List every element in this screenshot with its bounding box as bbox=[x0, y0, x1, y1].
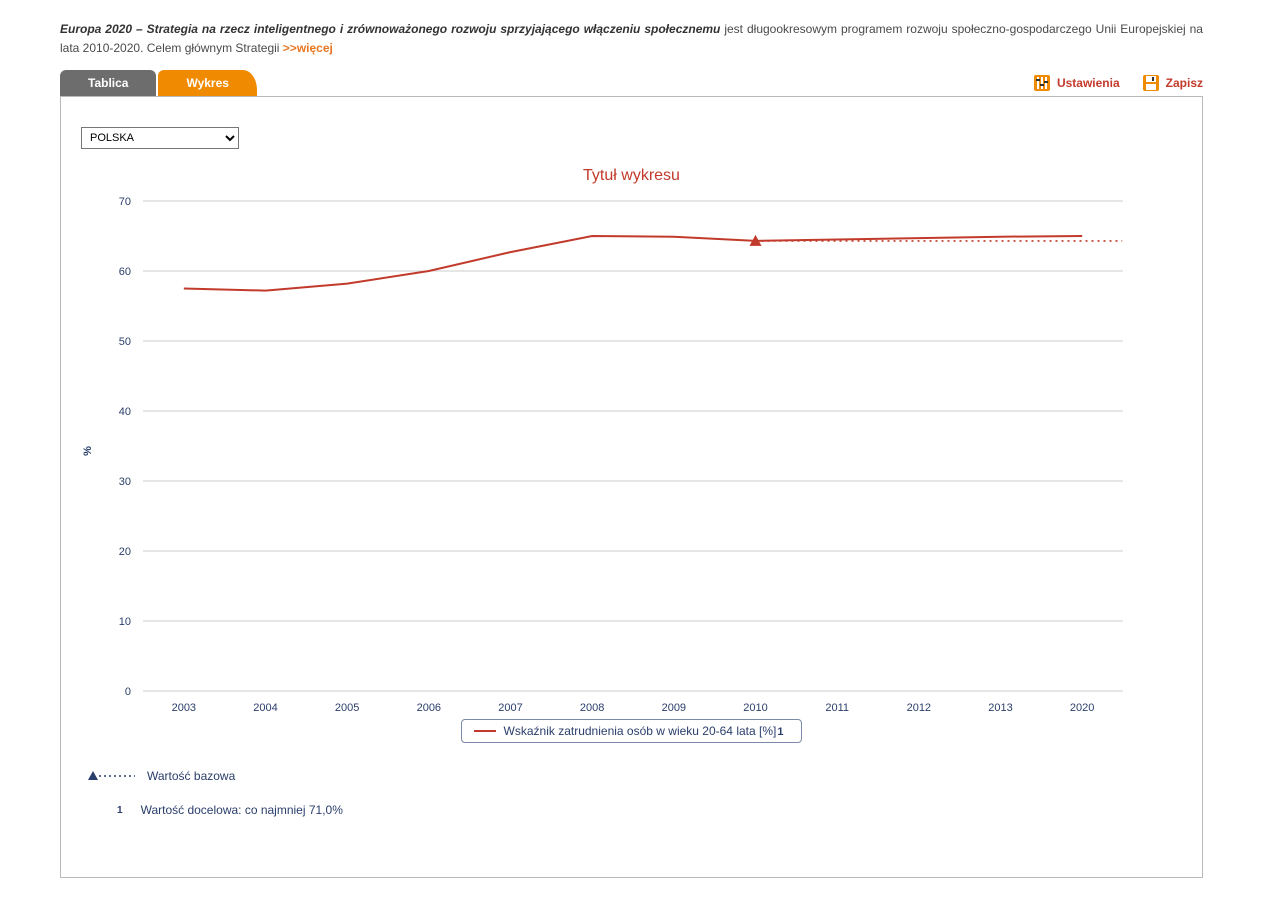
svg-text:50: 50 bbox=[119, 336, 131, 348]
svg-text:70: 70 bbox=[119, 196, 131, 208]
svg-text:10: 10 bbox=[119, 616, 131, 628]
footnote-sup: 1 bbox=[117, 805, 123, 816]
save-icon bbox=[1142, 74, 1160, 92]
footnote-base-label: Wartość bazowa bbox=[147, 769, 235, 783]
svg-text:2010: 2010 bbox=[743, 702, 767, 711]
svg-text:2009: 2009 bbox=[662, 702, 686, 711]
svg-text:2020: 2020 bbox=[1070, 702, 1094, 711]
chart-panel: POLSKA Tytuł wykresu % 0 10 20 30 40 50 60 70 20… bbox=[60, 96, 1203, 878]
svg-text:2007: 2007 bbox=[498, 702, 522, 711]
svg-text:2012: 2012 bbox=[907, 702, 931, 711]
legend-label: Wskaźnik zatrudnienia osób w wieku 20-64… bbox=[504, 724, 790, 738]
svg-text:30: 30 bbox=[119, 476, 131, 488]
base-marker-icon bbox=[87, 770, 135, 782]
footnote-target-text: Wartość docelowa: co najmniej 71,0% bbox=[141, 803, 343, 817]
chart-title: Tytuł wykresu bbox=[77, 167, 1186, 185]
svg-text:20: 20 bbox=[119, 546, 131, 558]
tab-tablica[interactable]: Tablica bbox=[60, 70, 156, 96]
region-select[interactable]: POLSKA bbox=[81, 127, 239, 149]
y-axis-label: % bbox=[82, 446, 94, 456]
footnote-target: 1 Wartość docelowa: co najmniej 71,0% bbox=[87, 803, 1186, 817]
intro-bold: Europa 2020 – Strategia na rzecz intelig… bbox=[60, 22, 720, 36]
svg-text:0: 0 bbox=[125, 686, 131, 698]
chart-wrap: % 0 10 20 30 40 50 60 70 2003 2004 2005 2006 2007 200… bbox=[83, 191, 1180, 711]
legend: Wskaźnik zatrudnienia osób w wieku 20-64… bbox=[461, 719, 803, 743]
more-link[interactable]: >>więcej bbox=[283, 41, 333, 55]
svg-text:40: 40 bbox=[119, 406, 131, 418]
line-chart: 0 10 20 30 40 50 60 70 2003 2004 2005 2006 2007 2008 2… bbox=[83, 191, 1133, 711]
tab-wykres[interactable]: Wykres bbox=[158, 70, 256, 96]
svg-text:2003: 2003 bbox=[172, 702, 196, 711]
svg-text:2011: 2011 bbox=[825, 702, 849, 711]
svg-text:60: 60 bbox=[119, 266, 131, 278]
actions: Ustawienia Zapisz bbox=[1033, 74, 1203, 92]
svg-text:2013: 2013 bbox=[988, 702, 1012, 711]
intro-text: Europa 2020 – Strategia na rzecz intelig… bbox=[60, 20, 1203, 58]
save-button[interactable]: Zapisz bbox=[1142, 74, 1203, 92]
legend-line-icon bbox=[474, 730, 496, 732]
settings-icon bbox=[1033, 74, 1051, 92]
svg-text:2005: 2005 bbox=[335, 702, 359, 711]
topbar: Tablica Wykres Ustawienia Zapisz bbox=[60, 70, 1203, 96]
svg-text:2006: 2006 bbox=[417, 702, 441, 711]
save-label: Zapisz bbox=[1166, 76, 1203, 90]
svg-text:2004: 2004 bbox=[253, 702, 277, 711]
tabs: Tablica Wykres bbox=[60, 70, 257, 96]
settings-label: Ustawienia bbox=[1057, 76, 1120, 90]
svg-text:2008: 2008 bbox=[580, 702, 604, 711]
settings-button[interactable]: Ustawienia bbox=[1033, 74, 1120, 92]
footnotes: Wartość bazowa 1 Wartość docelowa: co na… bbox=[77, 769, 1186, 817]
footnote-base: Wartość bazowa bbox=[87, 769, 1186, 783]
